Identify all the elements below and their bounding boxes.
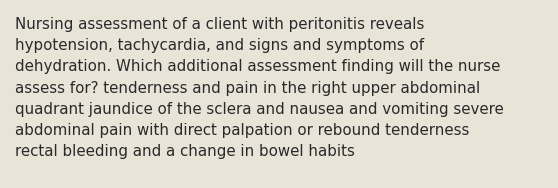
Text: Nursing assessment of a client with peritonitis reveals
hypotension, tachycardia: Nursing assessment of a client with peri…	[15, 17, 504, 159]
